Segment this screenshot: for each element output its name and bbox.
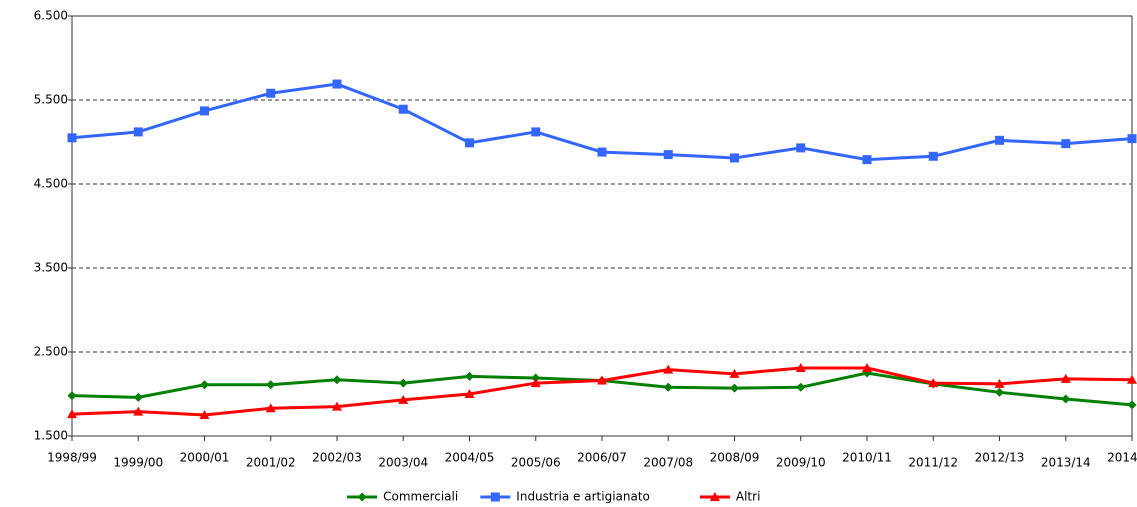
data-point <box>796 382 806 392</box>
data-point <box>862 362 872 372</box>
plot-border <box>71 15 1133 437</box>
x-tick-label: 1999/00 <box>113 456 163 470</box>
data-point <box>597 147 607 157</box>
data-point <box>133 406 144 416</box>
x-tick-label: 2009/10 <box>776 456 826 470</box>
legend-label: Industria e artigianato <box>516 490 650 504</box>
data-point <box>928 378 939 388</box>
data-point <box>67 409 77 419</box>
data-point <box>995 135 1004 145</box>
data-point <box>862 155 872 165</box>
data-point <box>398 394 409 404</box>
x-tick-label: 2004/05 <box>445 451 495 465</box>
x-tick-label: 2000/01 <box>180 451 230 465</box>
data-point <box>265 403 276 413</box>
data-point <box>200 106 209 116</box>
x-tick-label: 1998/99 <box>47 451 97 465</box>
y-tick-label: 6.500 <box>34 9 68 23</box>
data-point <box>531 373 541 383</box>
data-point <box>133 127 143 137</box>
data-point <box>729 368 740 378</box>
data-point <box>200 380 209 390</box>
x-tick-label: 2011/12 <box>908 456 958 470</box>
legend-marker <box>357 492 367 502</box>
data-point <box>465 371 474 381</box>
data-point <box>133 392 143 402</box>
data-point <box>795 362 806 372</box>
data-point <box>332 79 342 89</box>
data-point <box>530 378 541 388</box>
data-point <box>398 378 408 388</box>
data-point <box>67 133 77 143</box>
data-point <box>199 410 210 419</box>
y-tick-label: 4.500 <box>34 177 68 191</box>
legend-marker <box>490 492 500 502</box>
data-point <box>1061 139 1071 149</box>
x-tick-label: 2007/08 <box>643 456 693 470</box>
data-point <box>1060 373 1071 383</box>
data-point <box>1127 374 1137 384</box>
x-tick-label: 2010/11 <box>842 451 892 465</box>
data-point <box>398 104 408 114</box>
x-tick-label: 2008/09 <box>710 451 760 465</box>
data-point <box>995 387 1004 397</box>
data-point <box>1127 400 1137 410</box>
data-point <box>1061 394 1071 404</box>
legend-label: Commerciali <box>383 490 458 504</box>
data-point <box>332 401 342 411</box>
x-tick-label: 2013/14 <box>1041 456 1091 470</box>
data-point <box>266 380 276 390</box>
data-point <box>464 389 475 398</box>
x-tick-label: 2005/06 <box>511 456 561 470</box>
data-point <box>663 150 673 160</box>
data-point <box>597 375 607 385</box>
legend-label: Altri <box>736 490 761 504</box>
data-point <box>1127 134 1137 144</box>
legend-marker <box>709 492 720 501</box>
data-point <box>796 143 806 153</box>
series-line <box>71 366 1133 417</box>
data-point <box>663 382 673 392</box>
y-tick-label: 1.500 <box>34 429 68 443</box>
x-tick-label: 2002/03 <box>312 451 362 465</box>
data-point <box>332 375 342 385</box>
x-tick-label: 2001/02 <box>246 456 296 470</box>
x-tick-label: 2003/04 <box>378 456 428 470</box>
data-point <box>730 153 739 163</box>
data-point <box>531 127 541 137</box>
data-point <box>266 88 276 98</box>
data-point <box>994 378 1005 388</box>
data-point <box>663 364 674 374</box>
x-tick-label: 2012/13 <box>975 451 1025 465</box>
y-tick-label: 3.500 <box>34 261 68 275</box>
data-point <box>465 138 474 148</box>
data-point <box>67 391 77 401</box>
x-tick-label: 2006/07 <box>577 451 627 465</box>
x-tick-label: 2014/15 <box>1107 451 1137 465</box>
y-tick-label: 2.500 <box>34 345 68 359</box>
data-point <box>730 383 739 393</box>
y-tick-label: 5.500 <box>34 93 68 107</box>
data-point <box>928 151 938 161</box>
